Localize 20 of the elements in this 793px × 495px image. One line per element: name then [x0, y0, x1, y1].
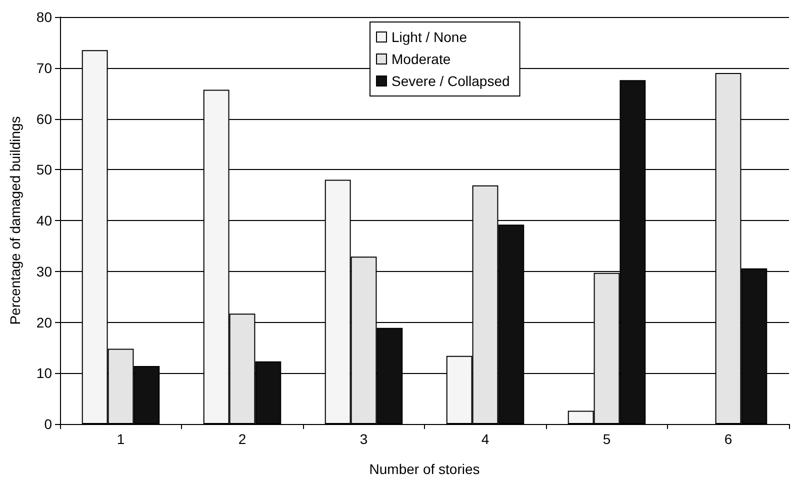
x-tick-label: 3: [360, 431, 368, 447]
legend-label: Severe / Collapsed: [392, 73, 510, 89]
y-tick-label: 30: [36, 263, 52, 280]
x-tick-label: 2: [238, 431, 246, 447]
x-axis-title: Number of stories: [369, 461, 480, 477]
y-tick-label: 40: [36, 212, 52, 228]
y-tick-label: 60: [36, 110, 52, 127]
y-tick-label: 50: [36, 162, 52, 178]
y-tick-label: 0: [44, 416, 52, 432]
y-tick-label: 80: [36, 9, 52, 25]
x-tick-label: 6: [724, 431, 732, 447]
x-tick-label: 4: [481, 431, 490, 447]
y-tick-label: 10: [36, 365, 52, 382]
x-tick-label: 5: [602, 431, 611, 447]
legend-label: Light / None: [392, 29, 468, 45]
legend-label: Moderate: [392, 51, 451, 67]
x-tick-label: 1: [116, 431, 125, 447]
y-tick-label: 20: [36, 314, 52, 330]
y-axis-title: Percentage of damaged buildings: [7, 116, 23, 325]
y-tick-label: 70: [36, 60, 52, 76]
